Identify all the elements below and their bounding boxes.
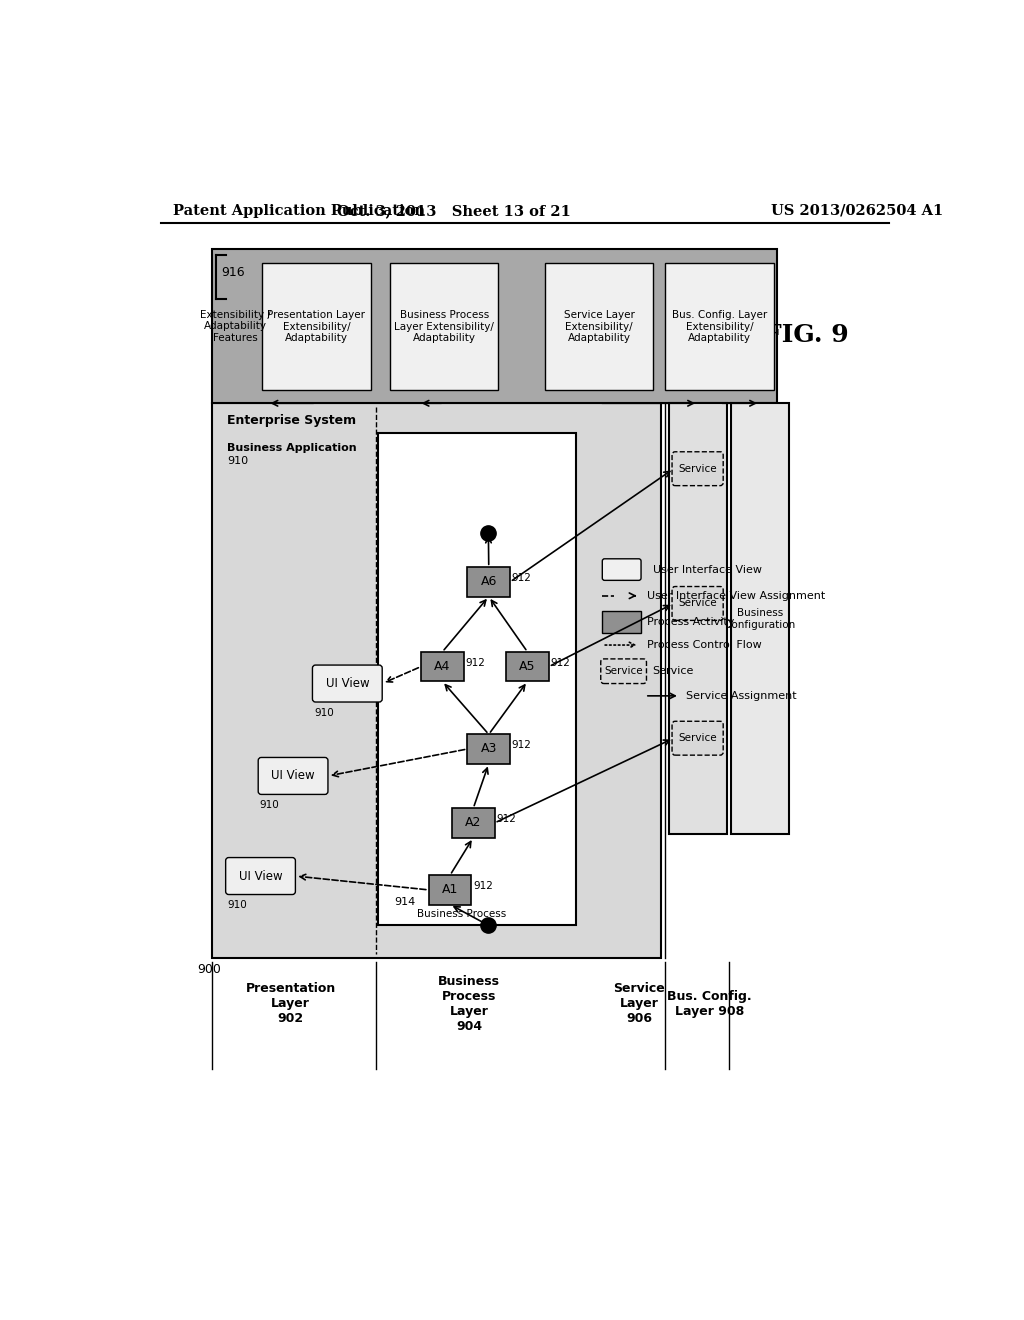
FancyBboxPatch shape: [601, 659, 646, 684]
Text: A3: A3: [480, 742, 497, 755]
Bar: [665, 263, 773, 391]
Text: A5: A5: [519, 660, 536, 673]
Text: 916: 916: [221, 265, 245, 279]
Text: A4: A4: [434, 660, 451, 673]
Text: 910: 910: [227, 455, 249, 466]
Text: Process Activity: Process Activity: [647, 616, 734, 627]
Text: Service Layer
Extensibility/
Adaptability: Service Layer Extensibility/ Adaptabilit…: [564, 310, 635, 343]
Bar: [731, 404, 790, 834]
Text: 912: 912: [512, 741, 531, 750]
FancyBboxPatch shape: [672, 586, 723, 620]
Text: 910: 910: [260, 800, 280, 810]
FancyBboxPatch shape: [672, 451, 723, 486]
Text: User Interface View: User Interface View: [652, 565, 762, 574]
Bar: [212, 249, 777, 404]
Text: Process Control Flow: Process Control Flow: [647, 640, 762, 649]
Text: Presentation Layer
Extensibility/
Adaptability: Presentation Layer Extensibility/ Adapta…: [267, 310, 366, 343]
Text: A6: A6: [480, 576, 497, 589]
FancyBboxPatch shape: [672, 721, 723, 755]
Bar: [262, 263, 371, 391]
Text: Service: Service: [604, 667, 643, 676]
Bar: [390, 263, 499, 391]
Text: Oct. 3, 2013   Sheet 13 of 21: Oct. 3, 2013 Sheet 13 of 21: [337, 203, 570, 218]
Text: 912: 912: [496, 814, 516, 824]
Text: Extensibility /
Adaptability
Features: Extensibility / Adaptability Features: [200, 310, 270, 343]
Text: Business Application: Business Application: [227, 444, 356, 453]
Text: Service: Service: [678, 463, 717, 474]
Text: 912: 912: [550, 657, 570, 668]
FancyBboxPatch shape: [225, 858, 295, 895]
Text: Service: Service: [678, 598, 717, 609]
Text: Service Assignment: Service Assignment: [686, 690, 797, 701]
Text: 912: 912: [512, 573, 531, 583]
Text: Business Process
Layer Extensibility/
Adaptability: Business Process Layer Extensibility/ Ad…: [394, 310, 495, 343]
Text: 900: 900: [198, 962, 221, 975]
Text: 912: 912: [465, 657, 485, 668]
Bar: [467, 734, 510, 763]
Bar: [452, 808, 495, 838]
Text: FIG. 9: FIG. 9: [764, 323, 849, 347]
Text: Bus. Config.
Layer 908: Bus. Config. Layer 908: [667, 990, 752, 1018]
Bar: [378, 433, 575, 925]
Text: 912: 912: [473, 880, 493, 891]
Bar: [506, 652, 549, 681]
Text: Patent Application Publication: Patent Application Publication: [173, 203, 425, 218]
Text: A1: A1: [441, 883, 458, 896]
Text: Business Process: Business Process: [417, 908, 506, 919]
Text: A2: A2: [465, 816, 481, 829]
Text: 910: 910: [227, 900, 247, 911]
Text: UI View: UI View: [326, 677, 369, 690]
Text: Enterprise System: Enterprise System: [227, 413, 356, 426]
Bar: [421, 652, 464, 681]
Text: US 2013/0262504 A1: US 2013/0262504 A1: [771, 203, 943, 218]
Text: Service
Layer
906: Service Layer 906: [613, 982, 666, 1026]
FancyBboxPatch shape: [258, 758, 328, 795]
Text: UI View: UI View: [239, 870, 283, 883]
Text: UI View: UI View: [271, 770, 315, 783]
Text: Presentation
Layer
902: Presentation Layer 902: [246, 982, 336, 1026]
Bar: [429, 875, 471, 904]
FancyBboxPatch shape: [602, 558, 641, 581]
FancyBboxPatch shape: [312, 665, 382, 702]
Text: Bus. Config. Layer
Extensibility/
Adaptability: Bus. Config. Layer Extensibility/ Adapta…: [672, 310, 767, 343]
Text: Business
Configuration: Business Configuration: [724, 609, 796, 630]
Bar: [602, 611, 641, 632]
Text: 914: 914: [394, 898, 415, 907]
Text: 910: 910: [314, 708, 334, 718]
Text: User Interface View Assignment: User Interface View Assignment: [647, 591, 825, 601]
Bar: [545, 263, 653, 391]
Text: Business
Process
Layer
904: Business Process Layer 904: [438, 975, 500, 1032]
Bar: [669, 404, 727, 834]
Bar: [212, 404, 662, 958]
Text: Service: Service: [652, 667, 694, 676]
Text: Service: Service: [678, 733, 717, 743]
Bar: [467, 568, 510, 597]
